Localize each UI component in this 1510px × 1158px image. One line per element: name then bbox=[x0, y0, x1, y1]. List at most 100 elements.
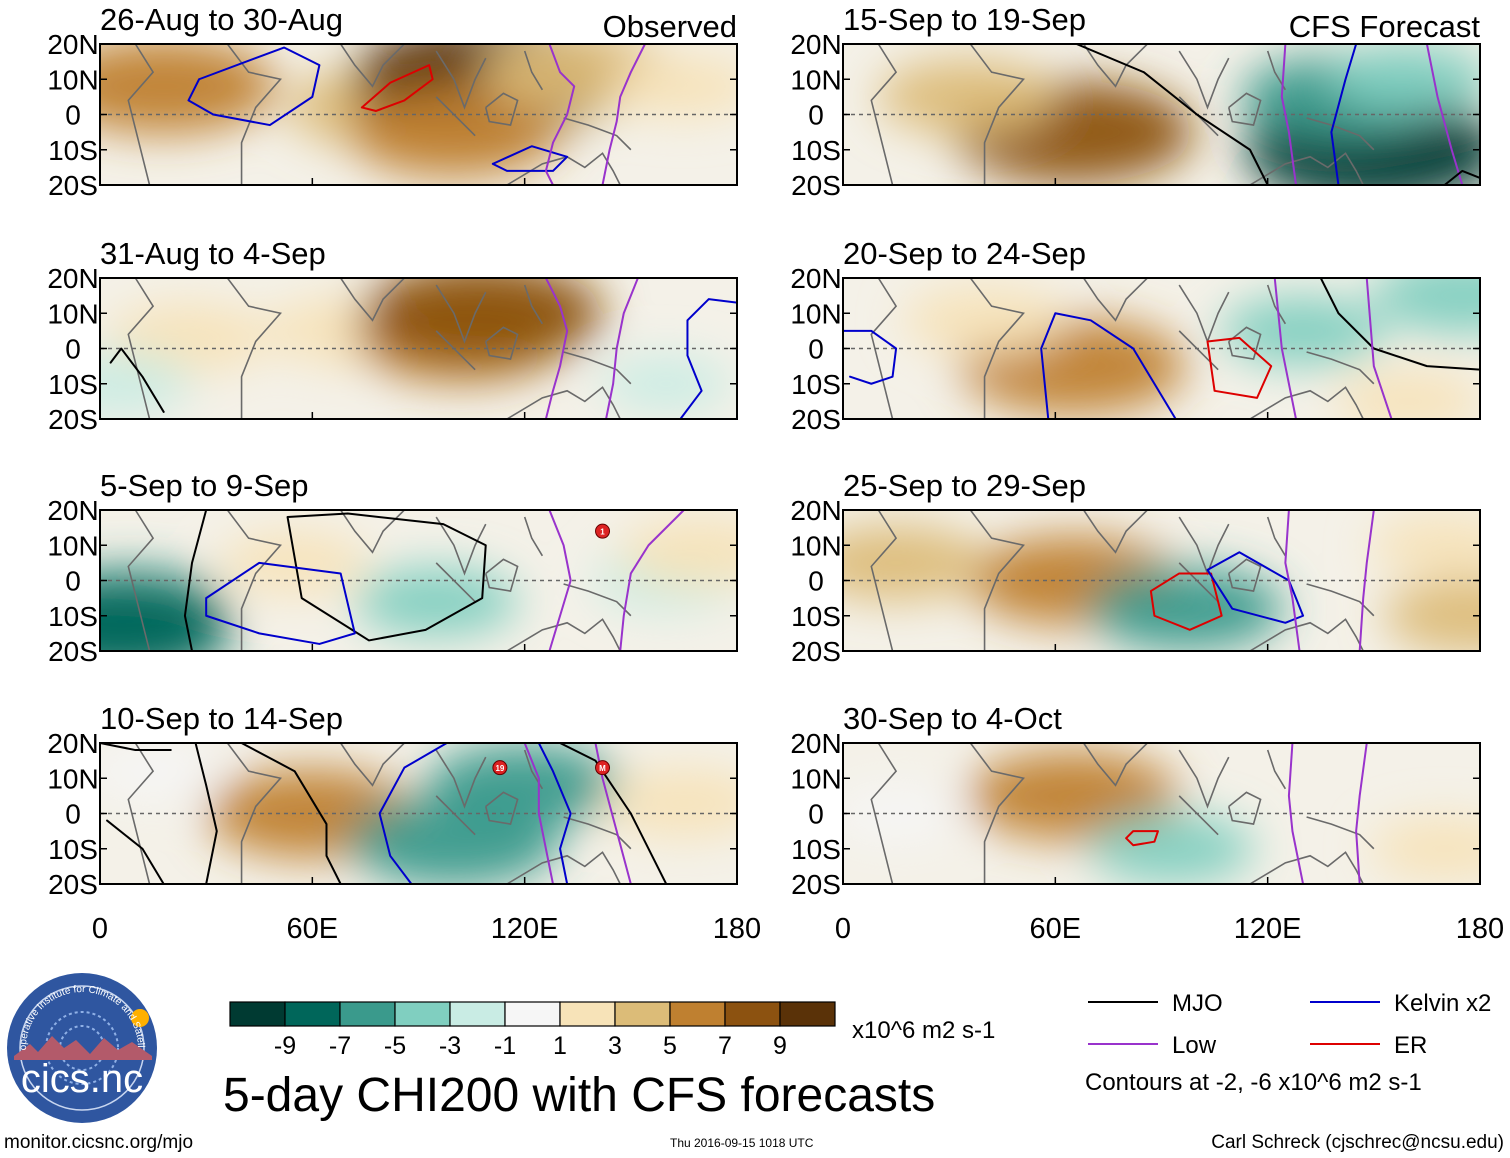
panel-3: 1 20N 10N 0 10S 20S 5-Sep to 9-Sep bbox=[47, 468, 738, 667]
coastline bbox=[1178, 749, 1230, 809]
y-tick-label: 20S bbox=[48, 170, 98, 201]
coastlines bbox=[127, 743, 632, 884]
coastline bbox=[969, 743, 1025, 884]
colorbar-label: -3 bbox=[439, 1032, 461, 1060]
coastline bbox=[339, 743, 405, 787]
coastline bbox=[1306, 816, 1375, 850]
coastline bbox=[127, 743, 155, 884]
mjo-contour bbox=[106, 819, 165, 884]
coastline bbox=[226, 278, 282, 419]
x-tick-label: 180 bbox=[1456, 913, 1504, 945]
footer-url: monitor.cicsnc.org/mjo bbox=[4, 1132, 193, 1153]
er-contour bbox=[1206, 336, 1273, 399]
low-contour bbox=[544, 278, 569, 419]
kelvin-x2-contour bbox=[187, 46, 321, 127]
coastlines bbox=[127, 44, 632, 185]
storm-label: 1 bbox=[600, 528, 605, 537]
anomaly-blob bbox=[1370, 817, 1480, 881]
colorbar: -9 -7 -5 -3 -1 1 3 5 7 9 bbox=[229, 1001, 836, 1060]
y-tick-label: 10S bbox=[791, 601, 841, 632]
anomaly-blob bbox=[361, 278, 604, 365]
coastline bbox=[969, 44, 1025, 185]
legend-note: Contours at -2, -6 x10^6 m2 s-1 bbox=[1085, 1069, 1422, 1096]
mjo-contour bbox=[1443, 169, 1480, 185]
coastline bbox=[563, 816, 632, 850]
anomaly-field bbox=[843, 513, 1480, 651]
coastline bbox=[506, 152, 621, 185]
low-contour bbox=[1425, 44, 1464, 185]
y-tick-label: 10S bbox=[48, 834, 98, 865]
figure-title: 5-day CHI200 with CFS forecasts bbox=[223, 1069, 935, 1122]
coastline bbox=[1178, 50, 1230, 110]
y-tick-label: 10N bbox=[790, 763, 841, 794]
panel-5: 20N 10N 0 10S 20S 15-Sep to 19-Sep CFS Forecas… bbox=[790, 2, 1481, 201]
coastline bbox=[1178, 562, 1219, 603]
coastlines bbox=[870, 278, 1375, 419]
y-tick-label: 10N bbox=[790, 64, 841, 95]
coastline bbox=[506, 618, 621, 651]
anomaly-field bbox=[100, 743, 737, 884]
coastline bbox=[523, 516, 544, 557]
mjo-contour bbox=[286, 512, 487, 642]
mjo-contour bbox=[100, 743, 172, 752]
tropical-storm-icon: M bbox=[595, 760, 611, 776]
panel-7: 20N 10N 0 10S 20S 25-Sep to 29-Sep bbox=[790, 468, 1481, 667]
y-tick-label: 10S bbox=[48, 369, 98, 400]
colorbar-label: -9 bbox=[274, 1032, 296, 1060]
colorbar-label: -5 bbox=[384, 1032, 406, 1060]
panel-2: 20N 10N 0 10S 20S 31-Aug to 4-Sep bbox=[47, 236, 738, 435]
mountains-icon bbox=[14, 1036, 152, 1060]
y-tick-label: 20N bbox=[790, 263, 841, 294]
panel-1: 20N 10N 0 10S 20S 26-Aug to 30-Aug Observed bbox=[47, 2, 738, 201]
contours bbox=[843, 278, 1480, 419]
coastline bbox=[1249, 618, 1364, 651]
y-tick-label: 20S bbox=[48, 869, 98, 900]
legend: MJO Kelvin x2 Low ER bbox=[1088, 990, 1491, 1059]
coastline bbox=[484, 558, 519, 592]
tropical-storm-icon: 19 bbox=[492, 760, 508, 776]
low-contour bbox=[548, 510, 572, 651]
coastline bbox=[1306, 351, 1375, 385]
anomaly-blob bbox=[599, 355, 733, 412]
mjo-contour bbox=[1319, 278, 1480, 371]
logo-spiral bbox=[45, 1011, 119, 1085]
y-tick-label: 20S bbox=[48, 404, 98, 435]
legend-label: Kelvin x2 bbox=[1394, 990, 1491, 1017]
storm-label: 19 bbox=[495, 764, 504, 773]
anomaly-blob bbox=[843, 524, 986, 601]
er-contour bbox=[1125, 830, 1159, 847]
coastline bbox=[484, 326, 519, 360]
coastline bbox=[484, 92, 519, 126]
coastline bbox=[1306, 117, 1375, 151]
panel-tag: CFS Forecast bbox=[1289, 9, 1481, 44]
storm-label: M bbox=[599, 764, 606, 773]
low-contour bbox=[523, 743, 554, 884]
coastline bbox=[1266, 516, 1287, 557]
low-contour bbox=[601, 44, 646, 185]
panel-title: 10-Sep to 14-Sep bbox=[100, 701, 343, 736]
panel-title: 30-Sep to 4-Oct bbox=[843, 701, 1062, 736]
er-contour bbox=[1149, 572, 1223, 631]
coastline bbox=[563, 117, 632, 151]
anomaly-field bbox=[100, 44, 737, 177]
y-tick-label: 10N bbox=[47, 530, 98, 561]
anomaly-field bbox=[100, 278, 733, 416]
kelvin-x2-contour bbox=[537, 743, 572, 884]
coastline bbox=[1266, 284, 1287, 325]
y-tick-label: 10N bbox=[47, 64, 98, 95]
coastline bbox=[1249, 851, 1364, 884]
anomaly-blob bbox=[354, 567, 519, 637]
kelvin-x2-contour bbox=[843, 329, 898, 385]
y-tick-label: 10S bbox=[48, 135, 98, 166]
colorbar-swatch bbox=[284, 1001, 341, 1027]
panel-6: 20N 10N 0 10S 20S 20-Sep to 24-Sep bbox=[790, 236, 1481, 435]
x-tick-label: 0 bbox=[835, 913, 851, 945]
low-contour bbox=[1287, 743, 1305, 884]
y-tick-label: 0 bbox=[808, 566, 824, 597]
y-tick-label: 10S bbox=[791, 369, 841, 400]
y-tick-label: 20S bbox=[791, 636, 841, 667]
coastline bbox=[226, 44, 282, 185]
anomaly-field bbox=[100, 517, 737, 651]
coastline bbox=[506, 386, 621, 419]
